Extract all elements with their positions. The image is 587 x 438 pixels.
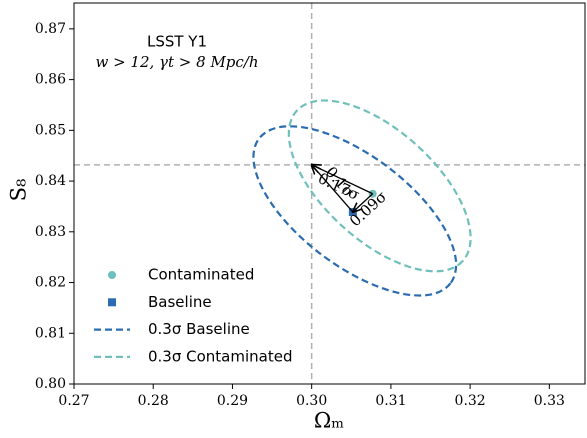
annotation-arrow — [353, 193, 374, 212]
x-tick-label: 0.28 — [138, 393, 169, 409]
legend-label: Contaminated — [148, 266, 254, 284]
y-tick-label: 0.86 — [35, 72, 66, 88]
contour — [287, 99, 472, 273]
legend-label: 0.3σ Baseline — [148, 320, 250, 338]
x-axis-label: Ωₘ — [314, 409, 344, 433]
y-tick-label: 0.84 — [35, 173, 66, 189]
legend-swatch — [108, 298, 116, 307]
y-tick-label: 0.87 — [35, 21, 66, 37]
x-tick-label: 0.33 — [534, 393, 565, 409]
y-tick-label: 0.81 — [35, 325, 66, 341]
x-tick-label: 0.31 — [375, 393, 406, 409]
x-tick-label: 0.30 — [296, 393, 327, 409]
contour — [252, 125, 458, 297]
chart-subtitle: w > 12, γt > 8 Mpc/h — [95, 53, 258, 71]
x-tick-label: 0.27 — [58, 393, 89, 409]
y-axis-label: S₈ — [7, 179, 31, 202]
legend-label: 0.3σ Contaminated — [148, 347, 292, 365]
legend-label: Baseline — [148, 293, 212, 311]
y-tick-label: 0.80 — [35, 376, 66, 392]
annotation-arrow — [312, 165, 354, 213]
chart-title: LSST Y1 — [147, 33, 207, 51]
y-tick-label: 0.83 — [35, 224, 66, 240]
y-tick-label: 0.82 — [35, 275, 66, 291]
annotation-arrow — [312, 165, 373, 195]
x-tick-label: 0.29 — [217, 393, 248, 409]
legend-swatch — [108, 271, 116, 279]
plot-frame — [73, 2, 586, 385]
x-tick-label: 0.32 — [455, 393, 486, 409]
y-tick-label: 0.85 — [35, 122, 66, 138]
